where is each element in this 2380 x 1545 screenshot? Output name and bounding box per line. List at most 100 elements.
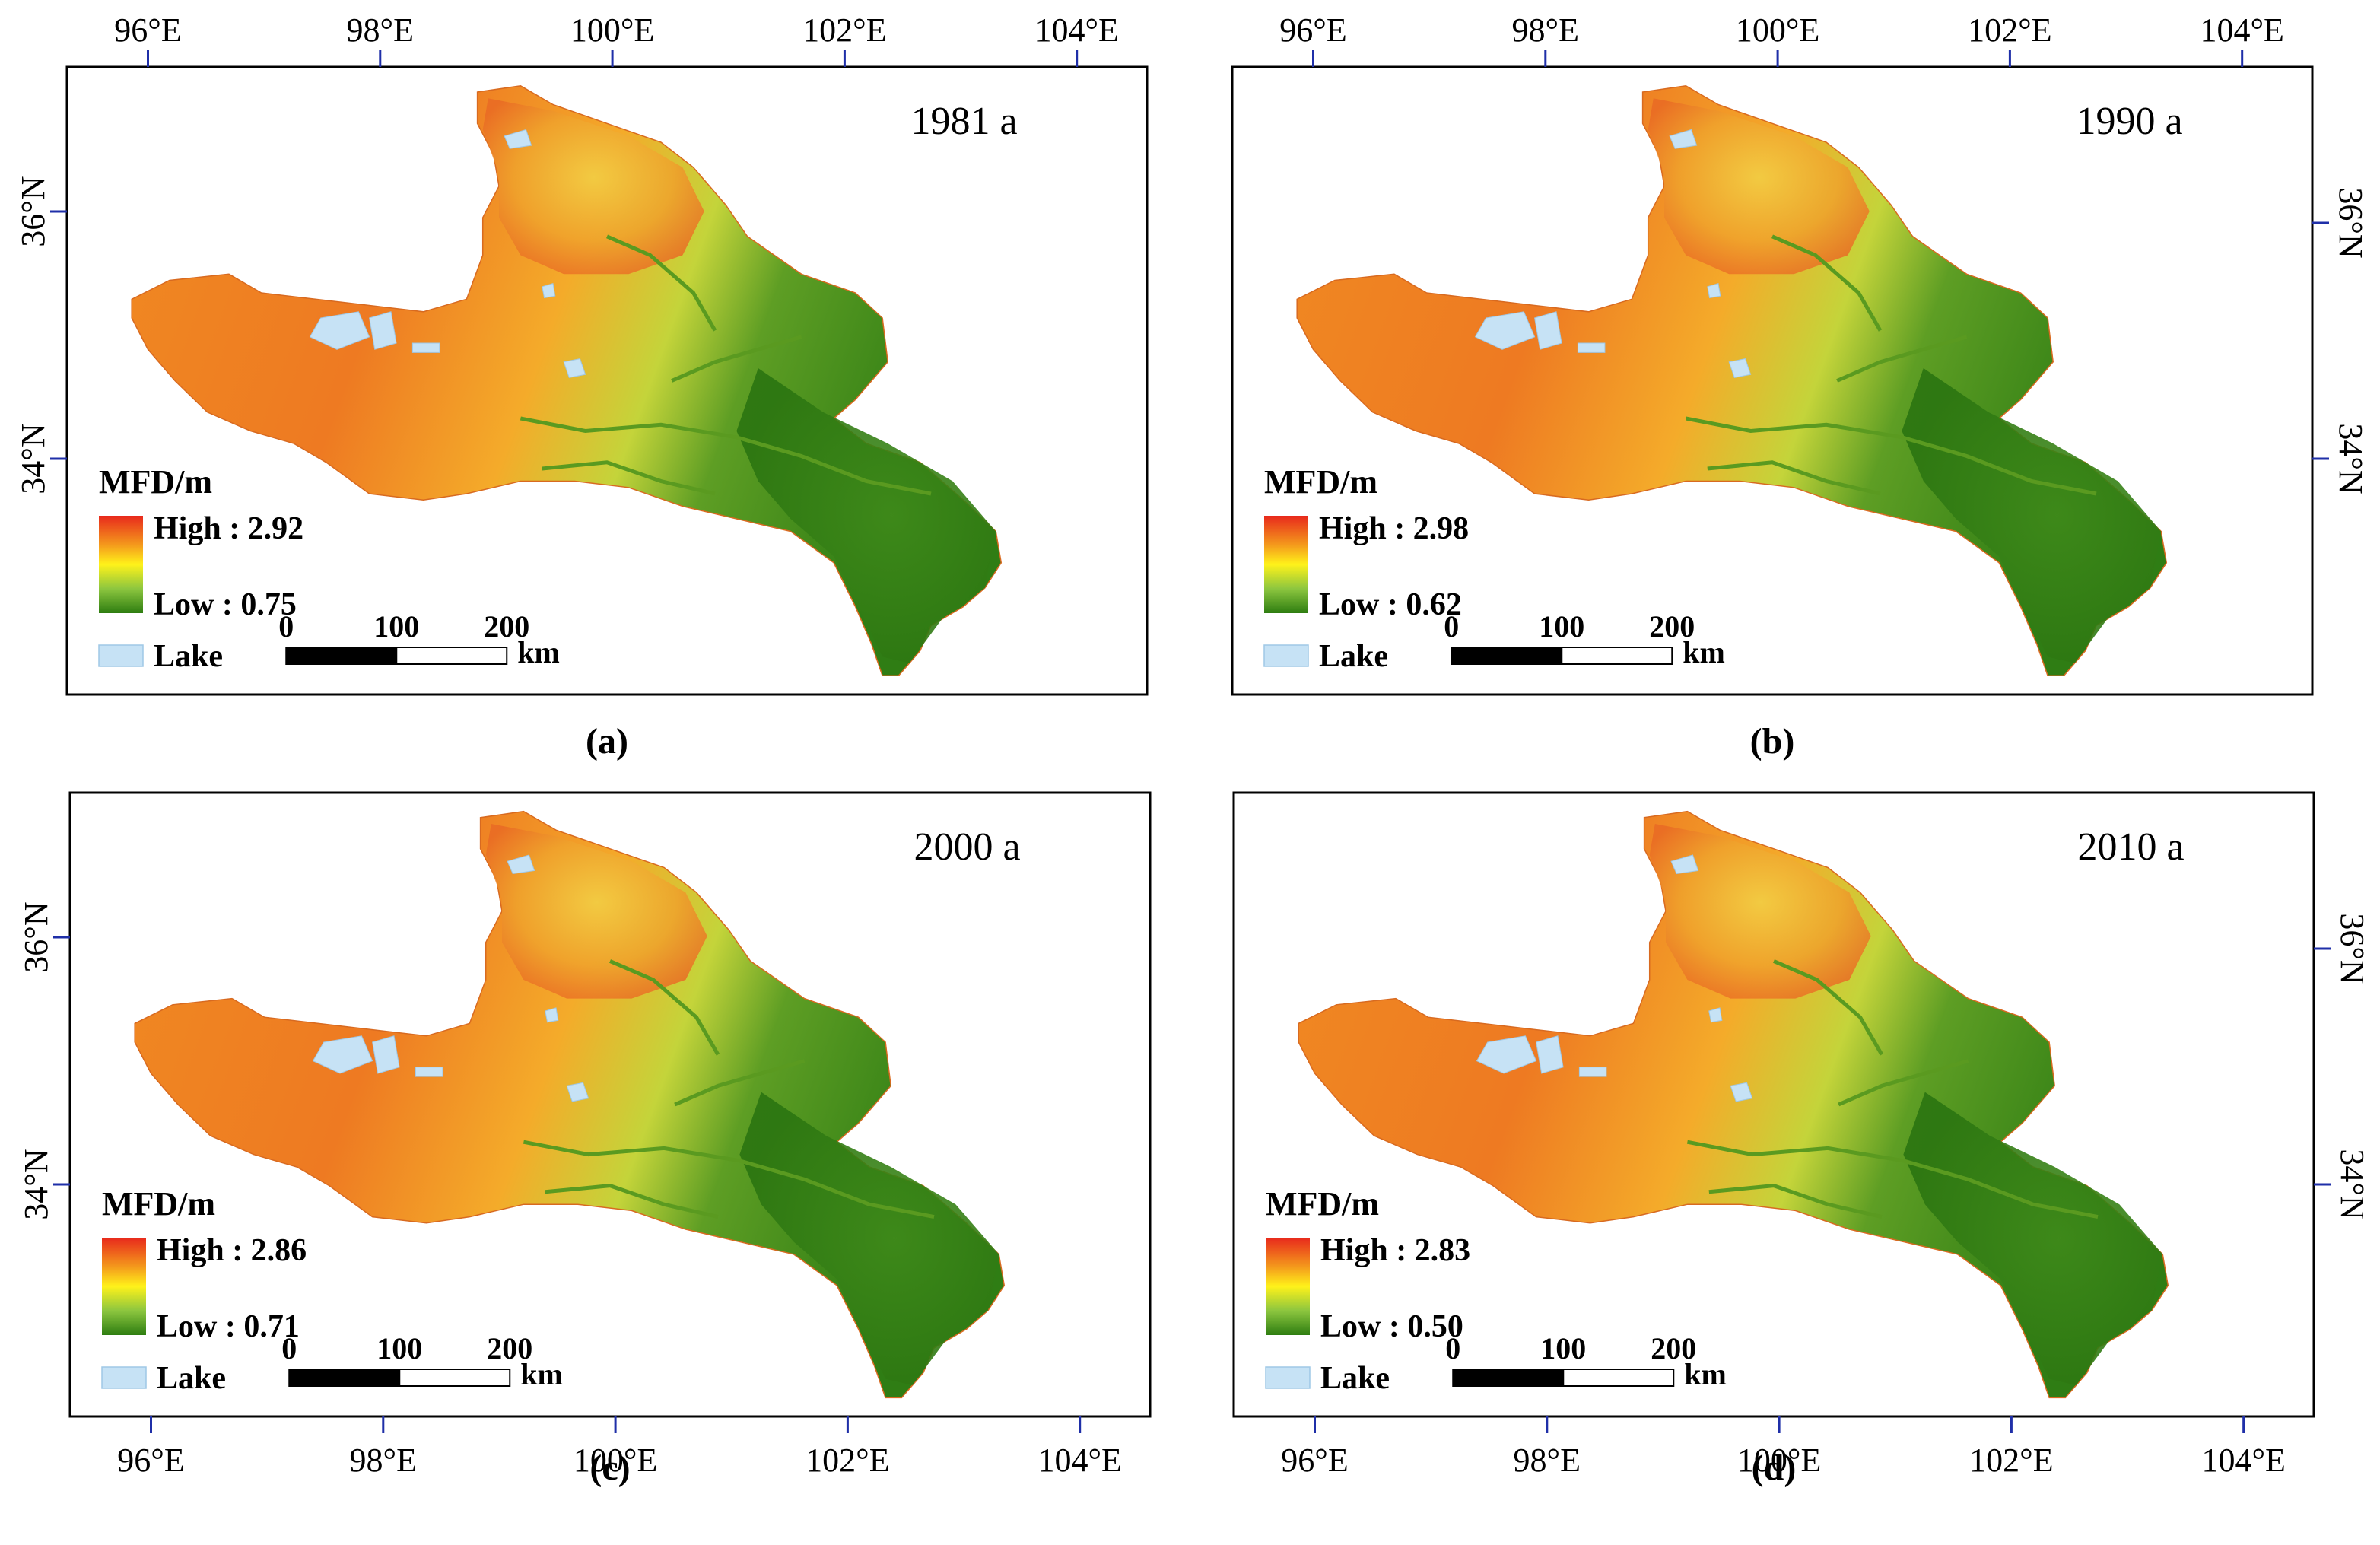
scale-tick-label: 200 [484,609,529,644]
river-valley-3 [542,460,716,496]
lon-tick-label: 104°E [2200,11,2283,49]
legend-title: MFD/m [102,1185,215,1222]
scale-bar-white [399,1369,511,1387]
map-panel-d: 2010 a 96°E 98°E 100°E 102°E 104°E 36°N 34°N MFD… [1232,791,2371,1488]
river-valley-0 [1685,416,2097,496]
lon-tick-label: 100°E [574,1442,657,1479]
lake-4 [1708,1007,1723,1023]
lon-tick-label: 98°E [347,11,414,49]
year-label: 1990 a [2077,100,2183,143]
lake-4 [542,282,556,299]
scale-bar-black [1451,647,1563,665]
lat-tick-label: 34°N [14,423,52,494]
river-valley-0 [523,1140,935,1219]
lat-tick-label: 34°N [17,1149,55,1219]
lon-tick-label: 102°E [1968,11,2051,49]
map-frame [68,791,1152,1418]
scale-bar-white [396,647,508,665]
scale-tick-label: 100 [373,609,419,644]
lake-5 [411,342,440,353]
lat-tick-label: 36°N [14,176,52,246]
color-ramp [99,516,143,613]
lake-1 [372,1035,400,1074]
mfd-east-zone [739,1092,999,1385]
lake-swatch [1265,1366,1311,1389]
lon-tick-label: 98°E [1514,1442,1581,1479]
river-valley-2 [609,959,720,1056]
lat-tick-label: 36°N [2332,187,2369,258]
lake-swatch [98,644,144,667]
lake-3 [563,358,586,378]
lon-tick-label: 102°E [802,11,886,49]
lon-tick-label: 98°E [350,1442,417,1479]
lat-tick-label: 36°N [17,901,55,972]
lake-5 [1578,1067,1607,1077]
legend: MFD/m High : 2.83 Low : 0.50 Lake [1265,1185,1470,1396]
lake-4 [545,1007,559,1023]
lake-3 [1730,1082,1753,1102]
lake-5 [1577,342,1606,353]
year-label: 2010 a [2078,825,2185,869]
scale-unit-label: km [1684,1357,1727,1391]
legend-lake-label: Lake [1320,1361,1390,1396]
river-valley-3 [545,1184,719,1219]
lake-0 [309,311,370,350]
lake-5 [415,1067,443,1077]
panel-caption: (d) [1752,1448,1797,1488]
scale-tick-label: 0 [281,1331,297,1365]
legend-low-label: Low : 0.71 [157,1309,300,1344]
lon-tick-label: 102°E [1969,1442,2053,1479]
legend-lake-label: Lake [157,1361,226,1396]
river-valley-1 [1836,335,1968,383]
river-valley-2 [1773,959,1884,1056]
legend: MFD/m High : 2.86 Low : 0.71 Lake [101,1185,307,1396]
legend-high-label: High : 2.86 [157,1233,307,1268]
mfd-north-zone [1649,824,1871,999]
scale-unit-label: km [517,635,560,669]
lake-3 [566,1082,589,1102]
map-panel-b: 1990 a 96°E 98°E 100°E 102°E 104°E 36°N 34°N MFD… [1231,11,2369,761]
mfd-raster-region [134,810,1006,1399]
lake-2 [1669,129,1698,149]
map-frame [1231,65,2314,696]
lake-0 [1474,311,1536,350]
lat-tick-label: 34°N [2332,423,2369,494]
map-panel-c: 2000 a 96°E 98°E 100°E 102°E 104°E 36°N 34°N MFD… [17,791,1152,1488]
scale-tick-label: 200 [487,1331,532,1365]
lake-2 [1670,854,1699,875]
legend-title: MFD/m [1264,463,1377,501]
scale-tick-label: 200 [1649,609,1695,644]
lake-0 [312,1035,373,1074]
color-ramp [1266,1238,1310,1335]
legend-title: MFD/m [1266,1185,1379,1222]
panel-caption: (a) [586,721,628,761]
legend-low-label: Low : 0.62 [1319,587,1462,622]
scale-tick-label: 0 [1445,1331,1460,1365]
mfd-east-zone [1902,368,2162,663]
scale-unit-label: km [1683,635,1725,669]
river-valley-2 [606,234,717,332]
mfd-raster-region [1298,810,2169,1399]
lon-tick-label: 96°E [114,11,181,49]
lon-tick-label: 102°E [806,1442,889,1479]
legend-low-label: Low : 0.50 [1320,1309,1463,1344]
lon-tick-label: 98°E [1512,11,1579,49]
legend: MFD/m High : 2.92 Low : 0.75 Lake [98,463,303,674]
map-frame [1232,791,2315,1418]
lake-1 [1536,1035,1564,1074]
legend-lake-label: Lake [154,639,223,674]
lake-2 [504,129,532,149]
river-valley-3 [1707,460,1881,496]
scale-bar-white [1562,1369,1675,1387]
scale-bar-black [288,1369,401,1387]
lon-tick-label: 96°E [1281,1442,1348,1479]
river-valley-0 [520,416,932,496]
lon-tick-label: 100°E [570,11,654,49]
lon-tick-label: 100°E [1736,11,1819,49]
color-ramp [1264,516,1308,613]
legend: MFD/m High : 2.98 Low : 0.62 Lake [1263,463,1469,674]
